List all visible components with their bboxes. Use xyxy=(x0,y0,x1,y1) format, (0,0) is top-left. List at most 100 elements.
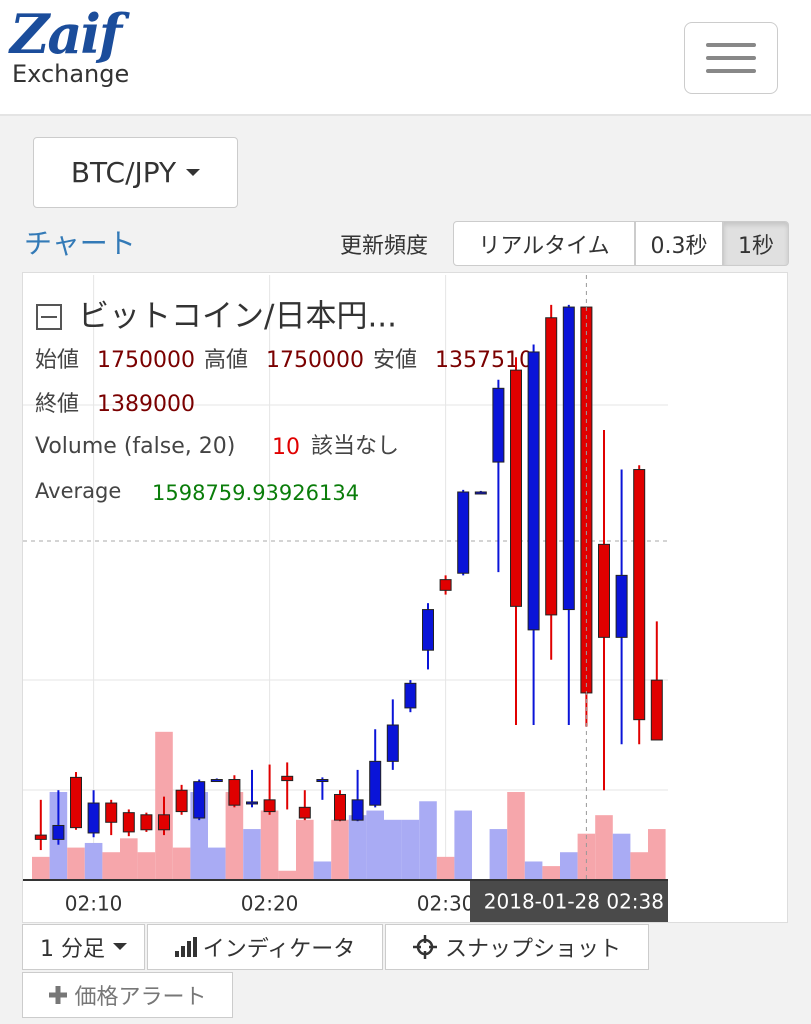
candle-body xyxy=(615,574,628,638)
indicator-label: インディケータ xyxy=(202,937,356,962)
candle-layer xyxy=(34,275,663,880)
legend: ビットコイン/日本円... 始値 1750000 高値 1750000 安値 1… xyxy=(35,299,533,506)
candle-body xyxy=(351,799,364,821)
snapshot-button[interactable]: スナップショット xyxy=(385,924,649,970)
interval-button[interactable]: 1 分足 xyxy=(22,924,145,970)
candle-body xyxy=(633,469,646,721)
candle-body xyxy=(562,306,575,611)
legend-value: 1598759.93926134 xyxy=(152,481,359,505)
x-tick-label: 02:30 xyxy=(417,892,475,916)
x-tick-label: 02:20 xyxy=(241,892,299,916)
volume-layer xyxy=(32,731,666,880)
refresh-option[interactable]: 0.3秒 xyxy=(635,221,723,266)
volume-bar xyxy=(32,856,50,880)
caret xyxy=(113,943,127,950)
snapshot-label: スナップショット xyxy=(444,937,621,962)
indicator-button[interactable]: インディケータ xyxy=(147,924,383,970)
collapse-icon[interactable] xyxy=(36,304,62,330)
chart-title: ビットコイン/日本円... xyxy=(78,299,397,335)
legend-label: Average xyxy=(35,479,121,503)
candle-body xyxy=(316,779,329,783)
volume-bar xyxy=(278,870,296,880)
candle-body xyxy=(334,793,346,821)
candle-body xyxy=(598,543,610,638)
candle-body xyxy=(210,779,223,783)
candle-body xyxy=(105,802,118,823)
chart-link[interactable]: チャート xyxy=(24,227,136,260)
candle-body xyxy=(140,814,153,831)
legend-value: 10 xyxy=(272,435,300,460)
candle-body xyxy=(175,789,188,813)
candle-body xyxy=(281,775,294,782)
candle-body xyxy=(246,801,258,805)
volume-bar xyxy=(384,819,402,880)
legend-value: 1357510 xyxy=(435,348,533,373)
volume-bar xyxy=(331,819,349,880)
candle-body xyxy=(527,351,540,631)
caret xyxy=(186,168,201,176)
volume-bar xyxy=(296,819,314,880)
x-tick-label: 02:10 xyxy=(65,892,123,916)
volume-bar xyxy=(208,847,226,880)
volume-bar xyxy=(137,852,156,880)
volume-bar xyxy=(560,852,578,880)
legend-label: 高値 xyxy=(204,348,248,373)
grid xyxy=(23,275,668,880)
candle-body xyxy=(298,806,311,819)
volume-bar xyxy=(401,819,420,880)
refresh-option[interactable]: リアルタイム xyxy=(453,221,635,266)
legend-value: 1750000 xyxy=(97,348,195,373)
alert-label: 価格アラート xyxy=(74,985,207,1010)
menu-button[interactable] xyxy=(684,22,778,94)
logo[interactable]: Zaif xyxy=(10,2,122,66)
volume-bar xyxy=(542,866,560,880)
volume-bar xyxy=(172,847,191,880)
plus-icon xyxy=(49,986,68,1004)
candle-body xyxy=(193,781,206,819)
crosshair-icon xyxy=(412,935,437,959)
volume-bar xyxy=(366,810,384,880)
crosshair-label: 2018-01-28 02:38 xyxy=(484,890,664,914)
volume-bar xyxy=(612,833,631,880)
candle-body xyxy=(439,579,452,591)
hamburger-icon xyxy=(706,43,756,73)
volume-bar xyxy=(577,833,596,880)
x-axis-labels: 02:10 02:20 02:30 2018-01-28 02:38 xyxy=(65,881,668,922)
candle-body xyxy=(122,812,135,833)
volume-bar xyxy=(630,852,648,880)
volume-bar xyxy=(243,829,261,880)
candle-body xyxy=(34,834,47,840)
refresh-label: 更新頻度 xyxy=(340,234,429,259)
volume-bar xyxy=(67,847,85,880)
volume-bar xyxy=(507,792,525,880)
logo-sub: Exchange xyxy=(12,60,130,88)
volume-bar xyxy=(489,829,508,880)
volume-bar xyxy=(524,861,543,880)
candle-body xyxy=(52,824,65,840)
legend-note: 該当なし xyxy=(311,434,399,459)
legend-value: 1750000 xyxy=(266,348,364,373)
volume-bar xyxy=(84,842,103,880)
volume-bar xyxy=(648,829,666,880)
volume-bar xyxy=(454,810,472,880)
candle-body xyxy=(70,776,82,829)
candle-body xyxy=(474,491,487,495)
volume-bar xyxy=(120,838,138,880)
volume-bar xyxy=(348,815,367,880)
candle-body xyxy=(492,387,505,463)
candle-body xyxy=(404,682,417,709)
pair-select[interactable]: BTC/JPY xyxy=(33,137,238,208)
candle-body xyxy=(422,609,434,651)
candle-body xyxy=(545,317,558,616)
legend-label: Volume (false, 20) xyxy=(35,434,235,459)
candle-body xyxy=(87,802,100,834)
alert-button[interactable]: 価格アラート xyxy=(22,972,233,1018)
volume-bar xyxy=(313,861,332,880)
legend-label: 終値 xyxy=(35,392,79,417)
crosshair-label-box xyxy=(470,881,668,922)
volume-bar xyxy=(595,815,613,880)
refresh-option[interactable]: 1秒 xyxy=(723,221,789,266)
header: Zaif Exchange xyxy=(0,0,811,116)
